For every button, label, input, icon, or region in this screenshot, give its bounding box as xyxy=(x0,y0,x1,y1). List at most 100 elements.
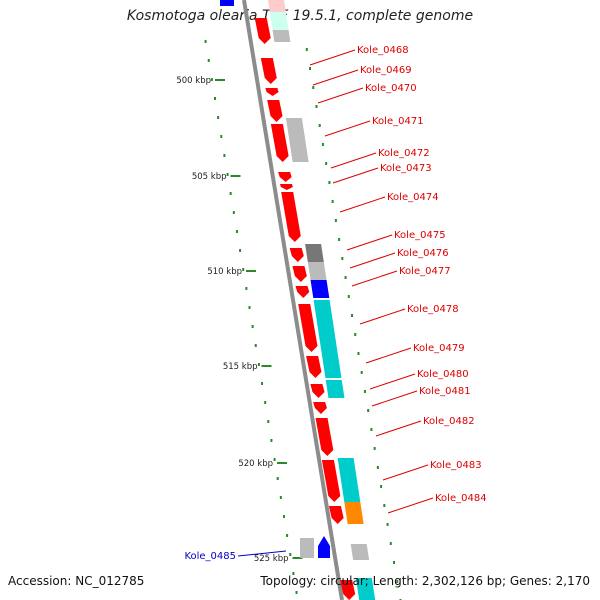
guide-dot-left xyxy=(242,268,245,271)
gene-box xyxy=(344,502,364,524)
gene-box xyxy=(310,280,330,298)
gene-arrow xyxy=(260,58,277,84)
guide-dot-left xyxy=(273,458,276,461)
guide-dot-right xyxy=(305,48,308,51)
guide-dot-left xyxy=(245,287,248,290)
gene-arrow xyxy=(295,286,310,298)
gene-arrow xyxy=(279,184,293,190)
gene-label: Kole_0473 xyxy=(380,163,432,174)
guide-dot-right xyxy=(393,561,396,564)
guide-dot-right xyxy=(386,523,389,526)
guide-dot-right xyxy=(380,485,383,488)
guide-dot-left xyxy=(232,211,235,214)
kbp-tick-label: 515 kbp xyxy=(223,362,258,372)
gene-box xyxy=(350,544,370,560)
guide-dot-right xyxy=(312,86,315,89)
guide-dot-right xyxy=(334,219,337,222)
gene-box xyxy=(285,118,309,162)
kbp-tick-label: 525 kbp xyxy=(254,554,289,564)
guide-dot-left xyxy=(261,382,264,385)
guide-dot-right xyxy=(341,257,344,260)
guide-dot-left xyxy=(270,439,273,442)
gene-leader-line xyxy=(237,550,287,557)
gene-box xyxy=(268,0,286,12)
gene-leader-line xyxy=(312,69,359,86)
guide-dot-right xyxy=(360,371,363,374)
guide-dot-right xyxy=(328,181,331,184)
guide-dot-right xyxy=(318,124,321,127)
gene-leader-line xyxy=(317,87,364,104)
gene-leader-line xyxy=(346,234,393,251)
guide-dot-left xyxy=(276,477,279,480)
guide-dot-left xyxy=(220,135,223,138)
gene-arrow xyxy=(310,384,325,398)
gene-arrow xyxy=(315,418,334,456)
guide-dot-right xyxy=(338,238,341,241)
gene-box xyxy=(325,380,345,398)
guide-dot-right xyxy=(389,542,392,545)
gene-label: Kole_0478 xyxy=(407,304,459,315)
guide-dot-right xyxy=(376,466,379,469)
guide-dot-left xyxy=(248,306,251,309)
backbone-line xyxy=(242,0,344,600)
guide-dot-left xyxy=(292,572,295,575)
gene-label: Kole_0480 xyxy=(417,369,469,380)
guide-dot-right xyxy=(370,428,373,431)
kbp-tick-label: 510 kbp xyxy=(207,267,242,277)
gene-box xyxy=(272,30,291,42)
guide-dot-right xyxy=(315,105,318,108)
guide-dot-left xyxy=(214,97,217,100)
page-title: Kosmotoga olearia TBF 19.5.1, complete g… xyxy=(126,8,474,24)
gene-leader-line xyxy=(330,152,377,169)
gene-label: Kole_0472 xyxy=(378,148,430,159)
gene-box xyxy=(269,12,289,30)
guide-dot-left xyxy=(282,515,285,518)
guide-dot-right xyxy=(373,447,376,450)
gene-label: Kole_0476 xyxy=(397,248,449,259)
gene-arrow xyxy=(313,402,327,414)
guide-dot-left xyxy=(235,230,238,233)
gene-leader-line xyxy=(332,167,379,184)
gene-leader-line xyxy=(339,196,386,213)
guide-dot-left xyxy=(279,496,282,499)
guide-dot-right xyxy=(367,409,370,412)
guide-dot-left xyxy=(226,173,229,176)
gene-arrow xyxy=(298,304,318,352)
gene-arrow xyxy=(292,266,307,282)
gene-arrow xyxy=(340,580,356,600)
gene-arrow xyxy=(254,18,271,44)
guide-dot-left xyxy=(254,344,257,347)
gene-arrow xyxy=(306,356,322,378)
gene-box xyxy=(305,244,324,262)
gene-box xyxy=(307,262,327,280)
gene-leader-line xyxy=(369,373,416,390)
gene-leader-line xyxy=(309,49,356,66)
gene-label: Kole_0484 xyxy=(435,493,487,504)
gene-box xyxy=(355,578,376,600)
guide-dot-right xyxy=(396,580,399,583)
gene-label: Kole_0468 xyxy=(357,45,409,56)
kbp-tick-label: 500 kbp xyxy=(176,76,211,86)
guide-dot-right xyxy=(344,276,347,279)
genome-stats-text: Topology: circular; Length: 2,302,126 bp… xyxy=(260,574,590,588)
guide-dot-left xyxy=(223,154,226,157)
kbp-tick-label: 505 kbp xyxy=(192,172,227,182)
kbp-tick-label: 520 kbp xyxy=(238,459,273,469)
gene-arrow-blue xyxy=(318,536,330,558)
gene-arrow xyxy=(321,460,341,502)
gene-leader-line xyxy=(365,347,412,364)
guide-dot-right xyxy=(309,67,312,70)
gene-arrow xyxy=(281,192,301,242)
guide-dot-right xyxy=(357,352,360,355)
gene-leader-line xyxy=(387,497,434,514)
gene-arrow xyxy=(278,172,292,182)
gene-box xyxy=(220,0,234,6)
gene-label: Kole_0479 xyxy=(413,343,465,354)
guide-dot-left xyxy=(295,591,298,594)
gene-leader-line xyxy=(349,252,396,269)
guide-dot-left xyxy=(289,553,292,556)
gene-label: Kole_0469 xyxy=(360,65,412,76)
guide-dot-right xyxy=(325,162,328,165)
